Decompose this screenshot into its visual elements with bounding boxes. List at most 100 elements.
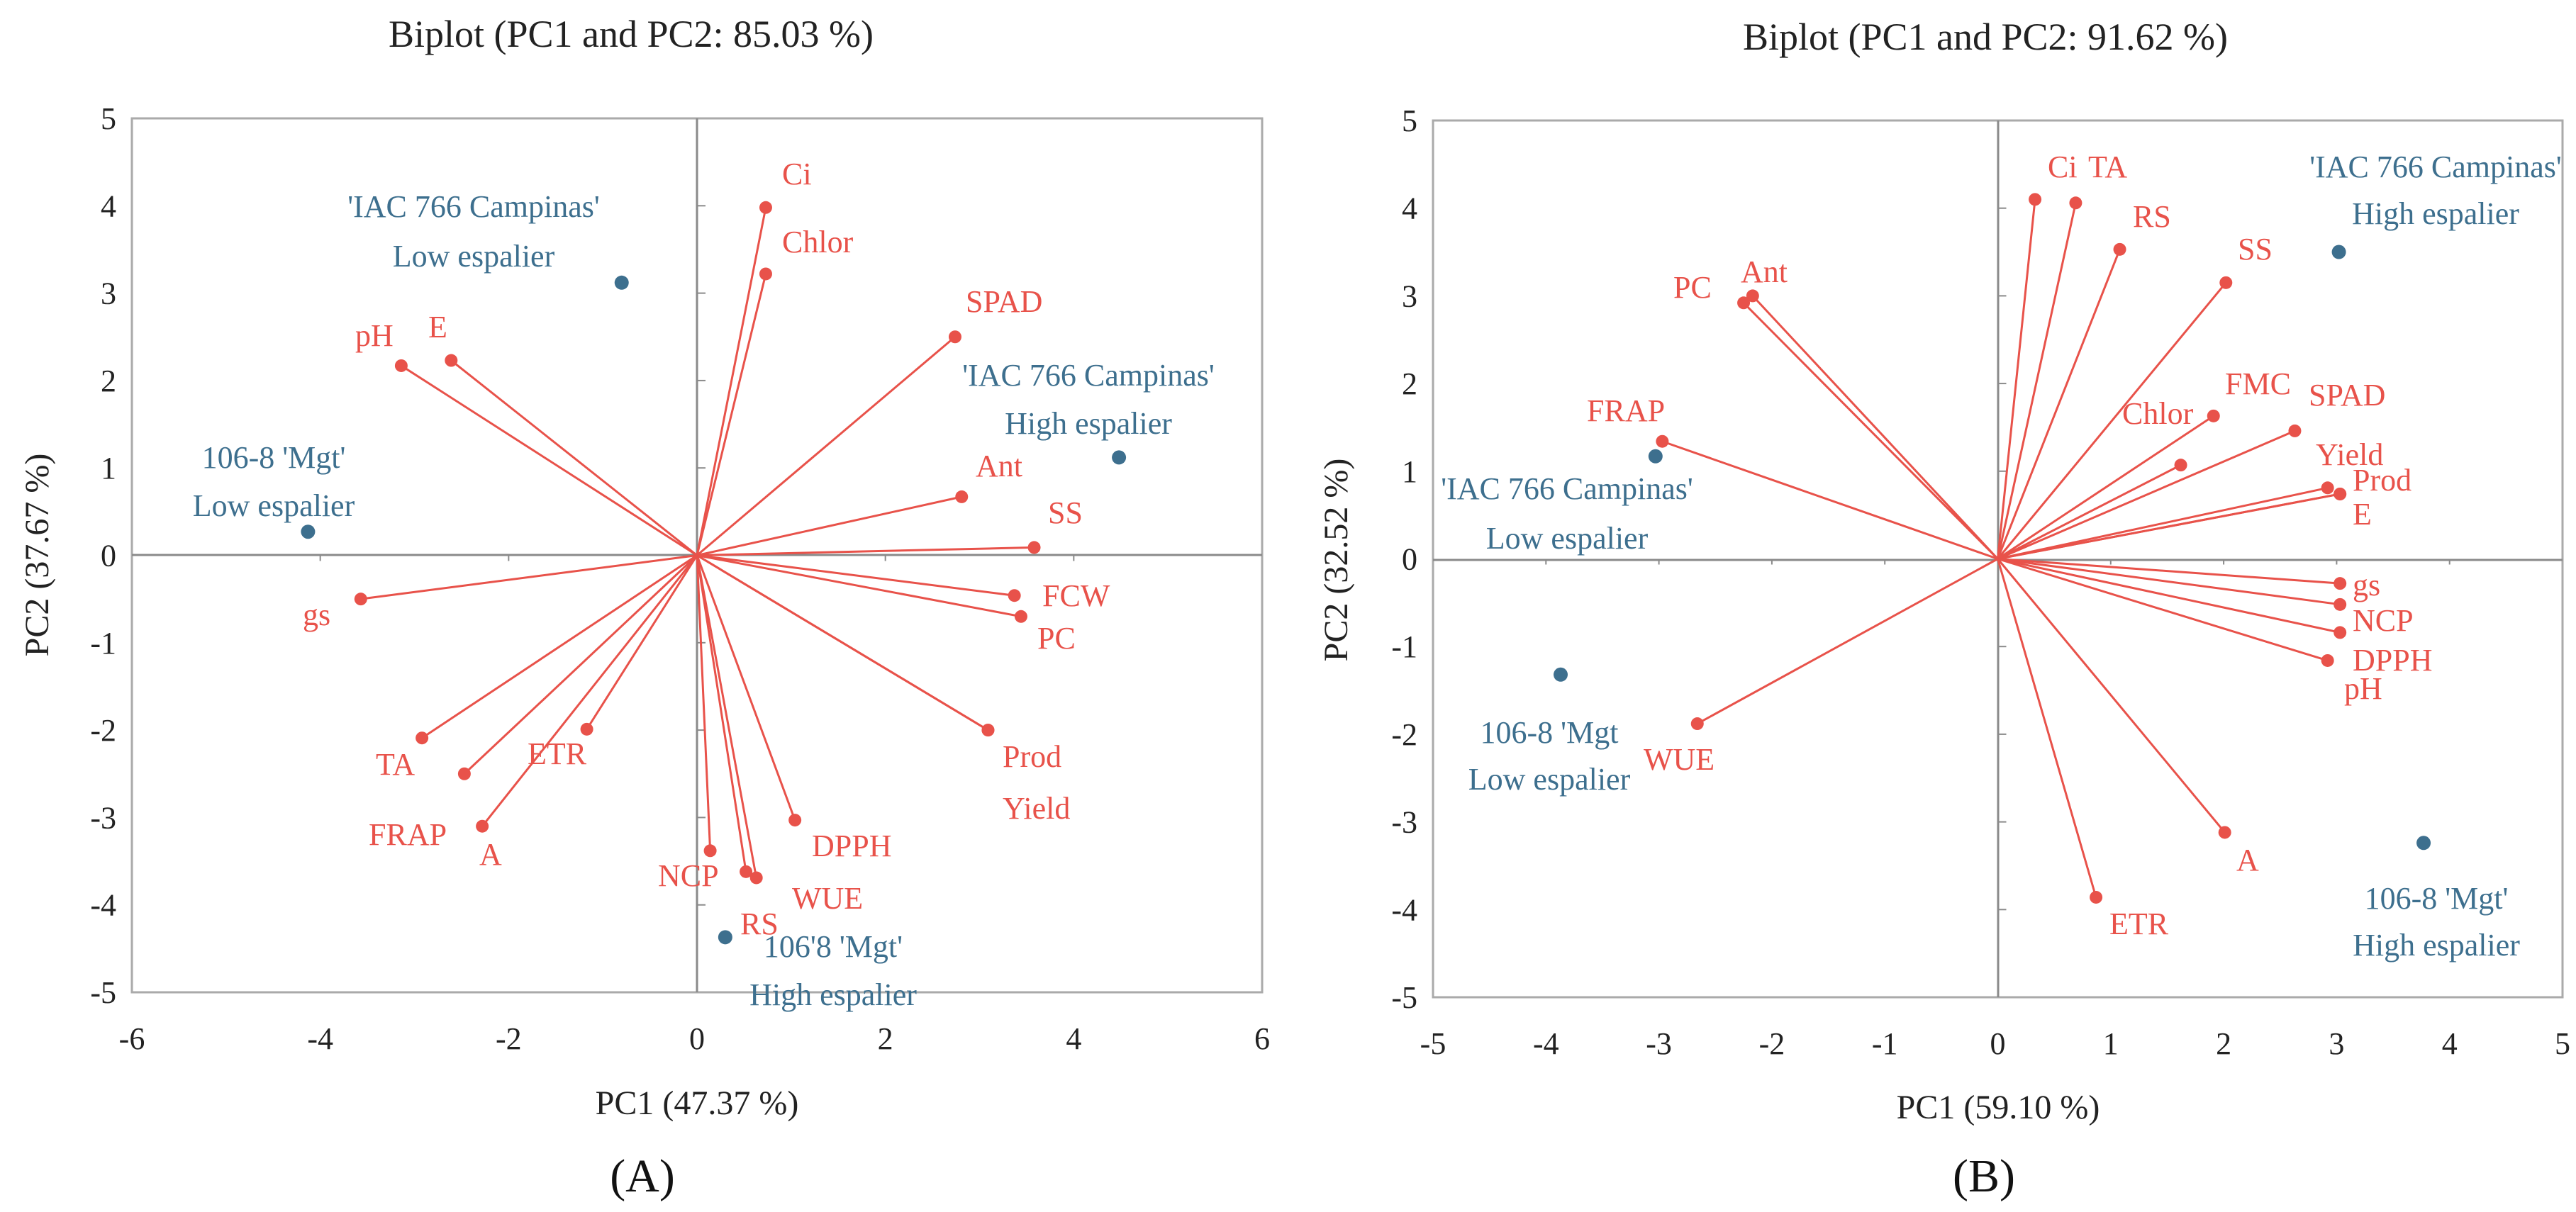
y-tick-label: -1 xyxy=(90,626,116,661)
label-wue: WUE xyxy=(1644,742,1714,777)
vector-point-a xyxy=(2218,826,2231,839)
vector-pc xyxy=(1743,302,1999,560)
x-tick-label: -2 xyxy=(1759,1026,1785,1061)
label-yield: Yield xyxy=(1003,791,1070,826)
x-tick-label: 4 xyxy=(1066,1021,1081,1056)
observation-point-iac-766-campinas-low-espalier xyxy=(614,275,629,290)
vector-point-ci xyxy=(759,201,772,214)
vector-point-rs xyxy=(2113,242,2126,256)
vector-point-etr xyxy=(580,722,593,736)
label-ta: TA xyxy=(376,747,415,782)
label-pc: PC xyxy=(1673,270,1712,305)
variable-labels: Ci Chlor SPAD Ant SS FCW PC Prod Yield D… xyxy=(303,157,1110,941)
y-tick-label: -4 xyxy=(1391,892,1417,927)
panel-a-biplot: Biplot (PC1 and PC2: 85.03 %) -6 -4 -2 0 2 4 6… xyxy=(18,13,1270,1202)
vector-rs xyxy=(1997,249,2121,560)
x-tick-label: -2 xyxy=(496,1021,522,1056)
label-etr: ETR xyxy=(528,736,587,771)
y-tick-label: -4 xyxy=(90,888,116,923)
vector-point-dpph xyxy=(2334,626,2347,639)
observation-point-106-8-mgt-low-espalier xyxy=(1554,667,1568,682)
y-tick-label: -1 xyxy=(1391,629,1417,664)
label-e: E xyxy=(2353,497,2372,532)
x-tick-label: 0 xyxy=(1990,1026,2006,1061)
observation-point-iac-766-campinas-high-espalier xyxy=(1112,450,1127,465)
label-ss: SS xyxy=(1048,495,1083,530)
x-tick-label: 4 xyxy=(2442,1026,2458,1061)
y-tick-labels: -5 -4 -3 -2 -1 0 1 2 3 4 5 xyxy=(1391,103,2007,1015)
label-frap: FRAP xyxy=(1587,393,1665,428)
vector-point-ncp xyxy=(2334,597,2347,611)
vector-point-spad xyxy=(2288,424,2302,437)
obs-label-iac-low-line2: Low espalier xyxy=(393,239,555,274)
x-tick-label: 0 xyxy=(689,1021,705,1056)
vector-point-pc xyxy=(1014,610,1027,623)
label-pc: PC xyxy=(1037,621,1076,656)
panel-label-b: (B) xyxy=(1953,1150,2015,1202)
vector-point-spad xyxy=(948,330,961,344)
vector-point-dpph xyxy=(788,814,802,827)
label-rs: RS xyxy=(740,907,779,941)
vector-point-chlor xyxy=(2174,459,2187,472)
vector-frap xyxy=(1661,440,1998,560)
label-frap: FRAP xyxy=(369,817,447,852)
vector-point-ci xyxy=(2029,193,2042,206)
vector-spad xyxy=(696,336,956,556)
label-fcw: FCW xyxy=(1042,578,1110,613)
vector-spad xyxy=(1997,430,2296,560)
y-tick-label: -2 xyxy=(90,713,116,748)
observation-point-106-8-mgt-low-espalier xyxy=(301,524,316,539)
x-tick-label: -4 xyxy=(1533,1026,1559,1061)
vector-point-ant xyxy=(955,490,969,503)
label-ss: SS xyxy=(2238,232,2273,266)
obs-label-mgt-low-line2: Low espalier xyxy=(193,488,355,523)
x-axis-title: PC1 (59.10 %) xyxy=(1897,1089,2100,1126)
vector-point-pc xyxy=(1737,296,1751,310)
vector-ci xyxy=(696,207,767,556)
vector-yield xyxy=(696,554,989,731)
vector-point-ph xyxy=(394,359,408,372)
vector-point-fmc xyxy=(2207,409,2220,422)
y-axis-title: PC2 (37.67 %) xyxy=(18,454,56,657)
vector-ss xyxy=(1997,281,2227,560)
y-tick-label: 5 xyxy=(1402,103,1417,138)
y-tick-label: -5 xyxy=(90,975,116,1010)
vector-point-gs xyxy=(2334,577,2347,590)
vector-point-fcw xyxy=(1008,589,1021,602)
vector-chlor xyxy=(696,274,767,556)
vector-ss xyxy=(696,546,1035,556)
vector-e xyxy=(1997,493,2341,560)
label-ncp: NCP xyxy=(658,858,719,893)
chart-title: Biplot (PC1 and PC2: 91.62 %) xyxy=(1743,16,2228,58)
y-tick-label: -3 xyxy=(90,800,116,835)
obs-label-iac-high-line2: High espalier xyxy=(2352,196,2519,231)
vector-a xyxy=(481,554,698,827)
vector-point-chlor xyxy=(759,267,772,281)
label-e: E xyxy=(428,310,447,344)
vector-point-wue xyxy=(1690,717,1704,731)
vector-dpph xyxy=(1997,558,2341,634)
label-chlor: Chlor xyxy=(782,225,854,259)
y-tick-label: 0 xyxy=(1402,542,1417,577)
x-tick-label: -5 xyxy=(1420,1026,1446,1061)
x-tick-label: 2 xyxy=(2216,1026,2231,1061)
x-tick-labels: -6 -4 -2 0 2 4 6 xyxy=(119,555,1270,1056)
x-axis-title: PC1 (47.37 %) xyxy=(596,1084,799,1122)
obs-label-mgt-low-line2: Low espalier xyxy=(1468,762,1631,797)
label-gs: gs xyxy=(2353,568,2380,602)
vector-chlor xyxy=(1997,464,2182,560)
vector-point-ss xyxy=(1027,541,1041,554)
observation-points xyxy=(1554,245,2431,851)
observation-point-106-8-mgt-high-espalier xyxy=(2416,836,2431,851)
label-ph: pH xyxy=(2344,671,2382,706)
vector-point-yield xyxy=(981,724,995,737)
y-tick-labels: -5 -4 -3 -2 -1 0 1 2 3 4 5 xyxy=(90,101,706,1010)
obs-label-iac-low-line1: 'IAC 766 Campinas' xyxy=(1441,471,1693,506)
obs-label-iac-high-line2: High espalier xyxy=(1005,406,1172,441)
label-ci: Ci xyxy=(782,157,812,191)
y-tick-label: 0 xyxy=(101,539,116,573)
vector-rs xyxy=(696,555,747,872)
label-chlor: Chlor xyxy=(2122,396,2194,431)
vector-pc xyxy=(696,554,1022,618)
